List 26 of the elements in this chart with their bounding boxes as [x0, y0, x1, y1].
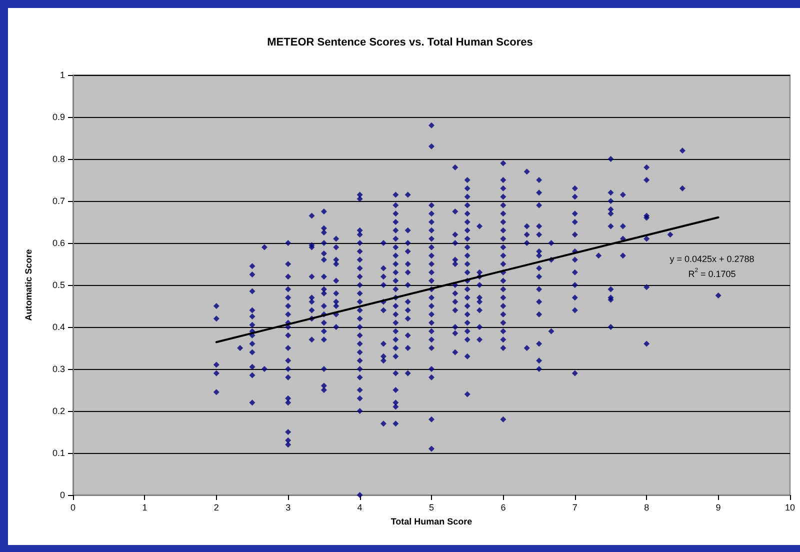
y-tick-label: 0.4 [52, 322, 65, 332]
x-tick-label: 5 [428, 502, 434, 512]
x-tick-label: 9 [716, 502, 721, 512]
y-tick-label: 0.3 [52, 364, 65, 374]
x-tick-label: 0 [70, 502, 76, 512]
y-tick-label: 0.9 [52, 112, 65, 122]
y-axis-title: Automatic Score [24, 249, 34, 321]
x-tick-label: 2 [214, 502, 219, 512]
x-tick-label: 1 [142, 502, 148, 512]
annotation: y = 0.0425x + 0.2788 [670, 254, 754, 264]
y-tick-label: 1 [60, 70, 65, 80]
y-tick-label: 0.5 [52, 280, 65, 290]
x-tick-label: 8 [644, 502, 650, 512]
y-tick-label: 0.7 [52, 196, 65, 206]
x-tick-label: 6 [500, 502, 506, 512]
y-tick-label: 0.1 [52, 448, 65, 458]
x-axis-title: Total Human Score [390, 516, 472, 526]
x-tick-label: 4 [357, 502, 362, 512]
x-tick-label: 7 [572, 502, 578, 512]
x-tick-label: 3 [286, 502, 291, 512]
y-tick-label: 0.6 [52, 238, 65, 248]
chart-title: METEOR Sentence Scores vs. Total Human Scores [267, 36, 533, 48]
y-tick-label: 0.8 [52, 154, 65, 164]
x-tick-label: 10 [784, 502, 796, 512]
y-tick-label: 0 [60, 490, 65, 500]
y-tick-label: 0.2 [52, 406, 65, 416]
